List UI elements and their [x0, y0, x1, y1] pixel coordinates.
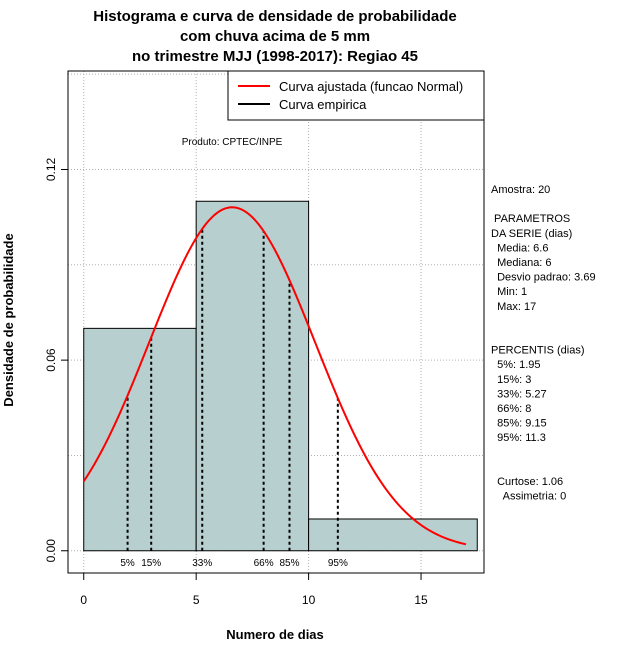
y-tick-label-1: 0.06 [44, 348, 58, 372]
stat-line-8: Max: 17 [491, 301, 536, 313]
histogram-bar-2 [308, 518, 478, 552]
percentile-label-5: 95% [328, 558, 348, 569]
product-label: Produto: CPTEC/INPE [182, 137, 283, 148]
title-line-2: com chuva acima de 5 mm [180, 28, 370, 45]
stat-line-14: 33%: 5.27 [491, 388, 547, 400]
stat-line-7: Min: 1 [491, 286, 527, 298]
x-tick-label-3: 15 [414, 593, 428, 607]
stat-line-11: PERCENTIS (dias) [491, 345, 585, 357]
y-tick-label-2: 0.12 [44, 157, 58, 181]
stat-line-16: 85%: 9.15 [491, 418, 547, 430]
legend: Curva ajustada (funcao Normal) Curva empi… [227, 70, 485, 121]
percentile-label-0: 5% [120, 558, 135, 569]
stat-line-17: 95%: 11.3 [491, 432, 546, 444]
stat-line-13: 15%: 3 [491, 374, 531, 386]
x-tick-label-0: 0 [80, 593, 87, 607]
normal-fit-curve [82, 206, 467, 546]
legend-entry-0: Curva ajustada (funcao Normal) [279, 79, 463, 94]
legend-entry-1: Curva empirica [279, 97, 367, 112]
stat-line-2: PARAMETROS [491, 213, 570, 225]
percentile-label-3: 66% [254, 558, 274, 569]
title-line-3: no trimestre MJJ (1998-2017): Regiao 45 [132, 48, 418, 65]
chart-title: Histograma e curva de densidade de proba… [93, 8, 456, 65]
y-tick-label-0: 0.00 [44, 539, 58, 563]
plot-area: 5% 15% 33% 66% 85% 95% 0 5 10 15 0.00 0.06 0.12 Curva… [44, 70, 485, 607]
x-axis-label: Numero de dias [226, 627, 324, 642]
stat-line-3: DA SERIE (dias) [491, 228, 572, 240]
percentile-label-1: 15% [141, 558, 161, 569]
stat-line-4: Media: 6.6 [491, 242, 548, 254]
x-tick-label-2: 10 [302, 593, 316, 607]
percentile-label-2: 33% [192, 558, 212, 569]
stat-line-12: 5%: 1.95 [491, 359, 541, 371]
stat-line-5: Mediana: 6 [491, 257, 552, 269]
histogram-bar-1 [195, 200, 310, 552]
title-line-1: Histograma e curva de densidade de proba… [93, 8, 456, 25]
stat-line-20: Curtose: 1.06 [491, 476, 563, 488]
legend-box [227, 70, 485, 121]
stat-line-15: 66%: 8 [491, 403, 531, 415]
percentile-label-4: 85% [279, 558, 299, 569]
y-axis-label: Densidade de probabilidade [1, 233, 16, 406]
stat-line-6: Desvio padrao: 3.69 [491, 272, 596, 284]
statistics-panel: Amostra: 20 PARAMETROS DA SERIE (dias) Me… [491, 184, 596, 503]
stat-line-0: Amostra: 20 [491, 184, 550, 196]
histogram-bar-0 [83, 327, 197, 552]
stat-line-21: Assimetria: 0 [491, 491, 566, 503]
x-tick-label-1: 5 [193, 593, 200, 607]
